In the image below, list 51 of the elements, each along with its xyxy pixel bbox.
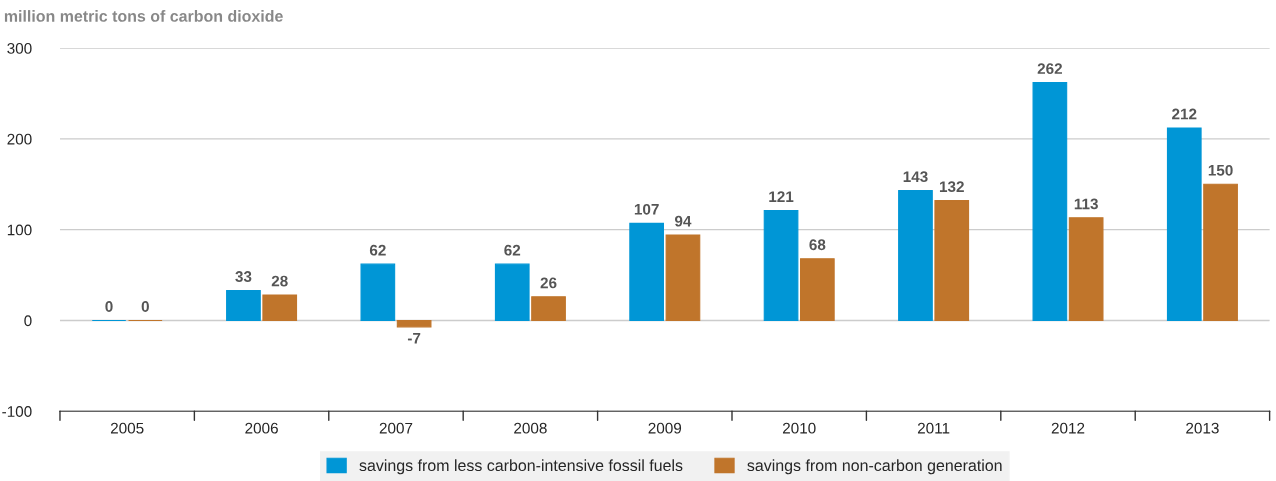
- x-tick-label: 2008: [514, 422, 547, 434]
- data-label: 28: [271, 275, 288, 287]
- bar: [360, 263, 396, 322]
- data-label: 212: [1172, 108, 1197, 120]
- chart-title: million metric tons of carbon dioxide: [4, 10, 283, 22]
- data-label: 68: [809, 239, 826, 251]
- legend-label: savings from non-carbon generation: [747, 459, 1002, 475]
- x-tick-label: 2013: [1186, 422, 1219, 434]
- data-label: 62: [369, 244, 386, 256]
- legend-label: savings from less carbon-intensive fossil fuels: [359, 459, 683, 475]
- bar: [665, 234, 701, 322]
- data-label: 0: [141, 301, 149, 312]
- data-label: 113: [1074, 198, 1098, 210]
- data-label: 121: [769, 191, 794, 202]
- data-label: 143: [903, 171, 928, 183]
- data-label: 107: [634, 203, 659, 215]
- x-tick-label: 2010: [782, 422, 816, 434]
- data-label: -7: [407, 332, 421, 344]
- y-tick-label: 0: [24, 315, 32, 327]
- y-tick-label: 100: [7, 224, 32, 236]
- data-label: 150: [1208, 164, 1233, 176]
- x-tick-label: 2012: [1051, 422, 1085, 434]
- bar: [934, 200, 970, 322]
- bar: [1068, 217, 1104, 322]
- bar: [1032, 82, 1068, 322]
- bar: [262, 294, 298, 322]
- bar: [898, 190, 933, 322]
- data-label: 132: [939, 181, 964, 193]
- data-label: 94: [674, 215, 692, 227]
- x-tick-label: 2011: [917, 422, 950, 434]
- data-label: 26: [540, 277, 557, 289]
- data-label: 0: [105, 301, 113, 312]
- bar: [763, 210, 799, 322]
- data-label: 262: [1037, 63, 1062, 75]
- x-tick-label: 2005: [110, 422, 144, 434]
- bar: [799, 258, 835, 322]
- data-label: 62: [504, 244, 521, 256]
- bar: [1203, 183, 1238, 322]
- bar: [494, 263, 530, 322]
- data-label: 33: [235, 271, 252, 282]
- x-tick-label: 2007: [379, 422, 413, 434]
- bar: [629, 222, 665, 322]
- y-tick-label: -100: [2, 406, 32, 417]
- bar: [396, 319, 432, 328]
- bar: [1166, 127, 1202, 322]
- y-tick-label: 200: [7, 133, 32, 145]
- bar: [531, 296, 566, 322]
- x-tick-label: 2006: [245, 422, 278, 434]
- x-tick-label: 2009: [648, 422, 682, 434]
- bar: [226, 289, 261, 322]
- y-tick-label: 300: [7, 42, 32, 54]
